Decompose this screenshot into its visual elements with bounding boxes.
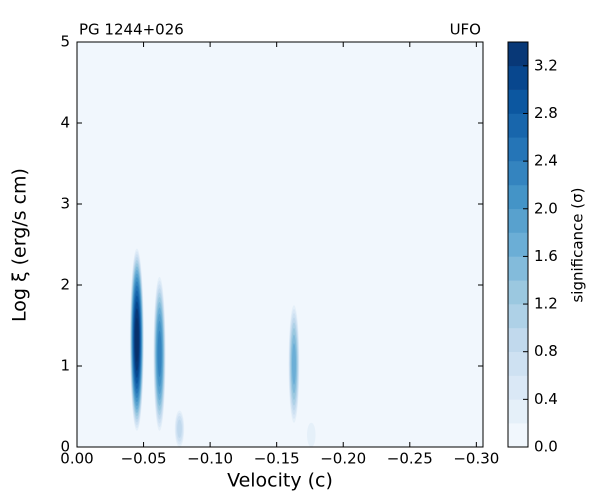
colorbar-band: [508, 65, 528, 90]
colorbar-tick-label: 0.8: [534, 342, 558, 360]
y-tick-label: 1: [60, 357, 70, 375]
y-tick-label: 4: [60, 114, 70, 132]
colorbar-band: [508, 304, 528, 329]
colorbar-band: [508, 399, 528, 424]
colorbar-band: [508, 89, 528, 114]
x-tick-label: 0.00: [60, 450, 93, 468]
contour-region: [135, 317, 139, 362]
title-left: PG 1244+026: [79, 21, 184, 39]
y-axis-label: Log ξ (erg/s cm): [9, 168, 31, 322]
y-tick-label: 0: [60, 438, 70, 456]
colorbar-band: [508, 256, 528, 281]
contour-region: [307, 422, 316, 447]
x-tick-label: −0.10: [187, 450, 233, 468]
colorbar-band: [508, 113, 528, 138]
colorbar-band: [508, 137, 528, 162]
contour-region: [157, 330, 162, 378]
colorbar-tick-label: 3.2: [534, 56, 558, 74]
y-tick-label: 3: [60, 195, 70, 213]
colorbar-band: [508, 161, 528, 186]
y-tick-label: 2: [60, 276, 70, 294]
colorbar-band: [508, 232, 528, 257]
y-tick-label: 5: [60, 33, 70, 51]
colorbar-tick-label: 2.8: [534, 104, 558, 122]
contour-region: [177, 419, 182, 438]
colorbar-band: [508, 280, 528, 305]
plot-background: [77, 42, 483, 447]
colorbar-tick-label: 2.0: [534, 199, 558, 217]
plot-frame: [76, 41, 484, 448]
colorbar-band: [508, 208, 528, 233]
colorbar-tick-label: 1.6: [534, 247, 558, 265]
colorbar-frame: [507, 41, 529, 448]
colorbar-band: [508, 184, 528, 210]
colorbar-tick-label: 0.4: [534, 390, 558, 408]
x-tick-label: −0.25: [387, 450, 433, 468]
x-tick-label: −0.15: [254, 450, 300, 468]
title-right: UFO: [450, 21, 481, 39]
x-tick-label: −0.30: [453, 450, 499, 468]
x-tick-label: −0.05: [121, 450, 167, 468]
colorbar-band: [508, 423, 528, 448]
colorbar-label: significance (σ): [569, 187, 587, 302]
x-tick-label: −0.20: [320, 450, 366, 468]
colorbar-tick-label: 2.4: [534, 152, 558, 170]
colorbar-tick-label: 0.0: [534, 438, 558, 456]
contours: [129, 248, 316, 447]
colorbar-band: [508, 375, 528, 400]
x-axis-label: Velocity (c): [227, 470, 333, 492]
contour-region: [292, 343, 296, 385]
colorbar-band: [508, 351, 528, 376]
colorbar-tick-label: 1.2: [534, 295, 558, 313]
colorbar-band: [508, 327, 528, 353]
colorbar-band: [508, 42, 528, 67]
